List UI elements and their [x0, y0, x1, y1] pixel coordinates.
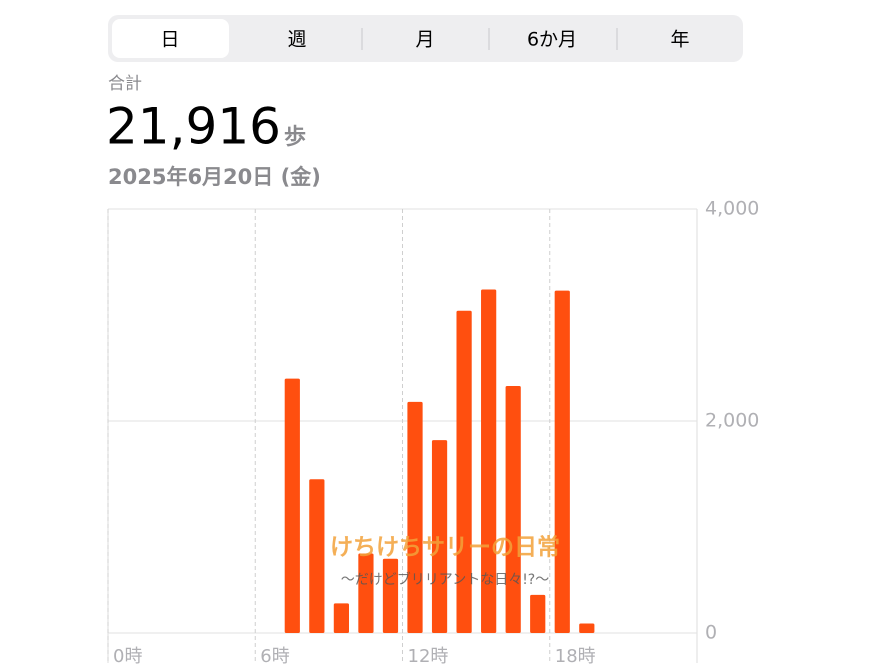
- x-tick-label: 12時: [408, 646, 449, 667]
- watermark: けちけちサリーの日常: [330, 535, 560, 561]
- plot: 0 2,000 4,000 0時 6時 12時 18時: [107, 198, 759, 667]
- bar: [481, 289, 497, 633]
- x-tick-label: 6時: [260, 646, 289, 667]
- x-tick-label: 0時: [113, 646, 142, 667]
- tab[interactable]: 6か月: [527, 29, 577, 51]
- y-tick-label: 2,000: [705, 410, 759, 432]
- tab[interactable]: 日: [160, 29, 179, 51]
- bar: [284, 378, 300, 633]
- bar: [382, 558, 399, 633]
- selected-segment: [112, 19, 229, 58]
- segmented-control: [108, 15, 743, 62]
- bar: [407, 401, 423, 633]
- x-tick-label: 18時: [555, 646, 596, 667]
- watermark: 〜だけどブリリアントな日々!?〜: [341, 571, 549, 588]
- bar: [554, 290, 570, 633]
- total-value: 21,916: [106, 98, 281, 156]
- bar: [358, 553, 374, 633]
- total-unit: 歩: [284, 125, 306, 150]
- tab[interactable]: 年: [670, 29, 689, 51]
- bar: [456, 310, 472, 633]
- bar: [530, 594, 546, 633]
- date: 2025年6月20日 (金): [108, 165, 321, 189]
- tab[interactable]: 週: [287, 29, 306, 51]
- bar: [579, 623, 595, 633]
- bar: [333, 603, 349, 633]
- bar: [505, 386, 521, 633]
- tab[interactable]: 月: [415, 29, 434, 51]
- y-tick-label: 0: [705, 622, 717, 644]
- bar: [431, 440, 448, 633]
- total-label: 合計: [108, 74, 142, 94]
- y-tick-label: 4,000: [705, 198, 759, 220]
- bar: [309, 479, 325, 633]
